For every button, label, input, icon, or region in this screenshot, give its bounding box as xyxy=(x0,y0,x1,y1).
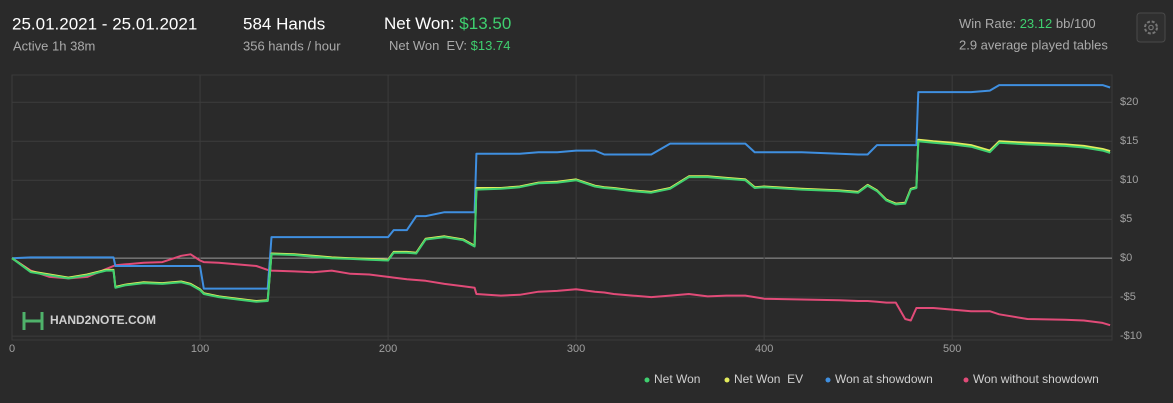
legend: Net Won Net Won EV Won at showdown Won with… xyxy=(644,372,1099,386)
watermark: HAND2NOTE.COM xyxy=(22,312,156,330)
legend-item: Won without showdown xyxy=(963,372,1099,386)
net-won-label: Net Won: $13.50 xyxy=(384,14,511,33)
tables: 2.9 average played tables xyxy=(959,37,1108,52)
legend-dot xyxy=(644,377,650,383)
hands-per-hour: 356 hands / hour xyxy=(243,38,341,53)
legend-label: Net Won xyxy=(654,372,700,386)
gear-icon[interactable] xyxy=(1144,20,1158,35)
legend-dot xyxy=(825,377,831,383)
settings-box[interactable] xyxy=(1136,12,1166,43)
x-tick-label: 500 xyxy=(943,343,961,355)
series-line xyxy=(11,84,1111,290)
net-won-ev: Net Won EV: $13.74 xyxy=(389,38,510,53)
legend-item: Net Won xyxy=(644,372,700,386)
net-won-label: Net Won: xyxy=(384,14,455,33)
settings-button[interactable] xyxy=(1136,12,1166,43)
win-rate: Win Rate: 23.12 bb/100 xyxy=(959,16,1096,31)
x-tick-label: 100 xyxy=(191,343,209,355)
hands: 584 Hands xyxy=(243,14,325,33)
series-line xyxy=(11,253,1111,327)
legend-label: Won at showdown xyxy=(835,372,933,386)
y-tick-label: -$10 xyxy=(1120,330,1142,342)
net-won-ev-value: $13.74 xyxy=(471,38,511,53)
x-tick-label: 200 xyxy=(379,343,397,355)
lines xyxy=(11,84,1111,327)
y-tick-label: $15 xyxy=(1120,135,1138,147)
legend-label: Won without showdown xyxy=(973,372,1099,386)
logo-icon xyxy=(22,312,44,330)
watermark-text: HAND2NOTE.COM xyxy=(50,313,156,327)
win-rate-label: Win Rate: xyxy=(959,16,1016,31)
legend-dot xyxy=(963,377,969,383)
legend-item: Net Won EV xyxy=(724,372,803,386)
legend-label: Net Won EV xyxy=(734,372,803,386)
gear-center[interactable] xyxy=(1148,24,1154,31)
date-range: 25.01.2021 - 25.01.2021 xyxy=(12,14,197,33)
series-line xyxy=(11,140,1111,303)
legend-item: Won at showdown xyxy=(825,372,933,386)
x-tick-label: 0 xyxy=(9,343,15,355)
y-tick-label: -$5 xyxy=(1120,291,1136,303)
x-tick-label: 300 xyxy=(567,343,585,355)
y-tick-label: $20 xyxy=(1120,96,1138,108)
net-won-value: $13.50 xyxy=(459,14,511,33)
win-rate-value: 23.12 xyxy=(1020,16,1053,31)
y-tick-label: $5 xyxy=(1120,213,1132,225)
x-tick-label: 400 xyxy=(755,343,773,355)
win-rate-unit: bb/100 xyxy=(1056,16,1096,31)
legend-dot xyxy=(724,377,730,383)
grid: -$10 -$5 $0 $5 $10 $15 $20 0 100 200 300 400 500 xyxy=(9,74,1142,355)
net-won-ev-label: Net Won EV: xyxy=(389,38,467,53)
y-tick-label: $10 xyxy=(1120,174,1138,186)
y-tick-label: $0 xyxy=(1120,252,1132,264)
active-time: Active 1h 38m xyxy=(13,38,95,53)
